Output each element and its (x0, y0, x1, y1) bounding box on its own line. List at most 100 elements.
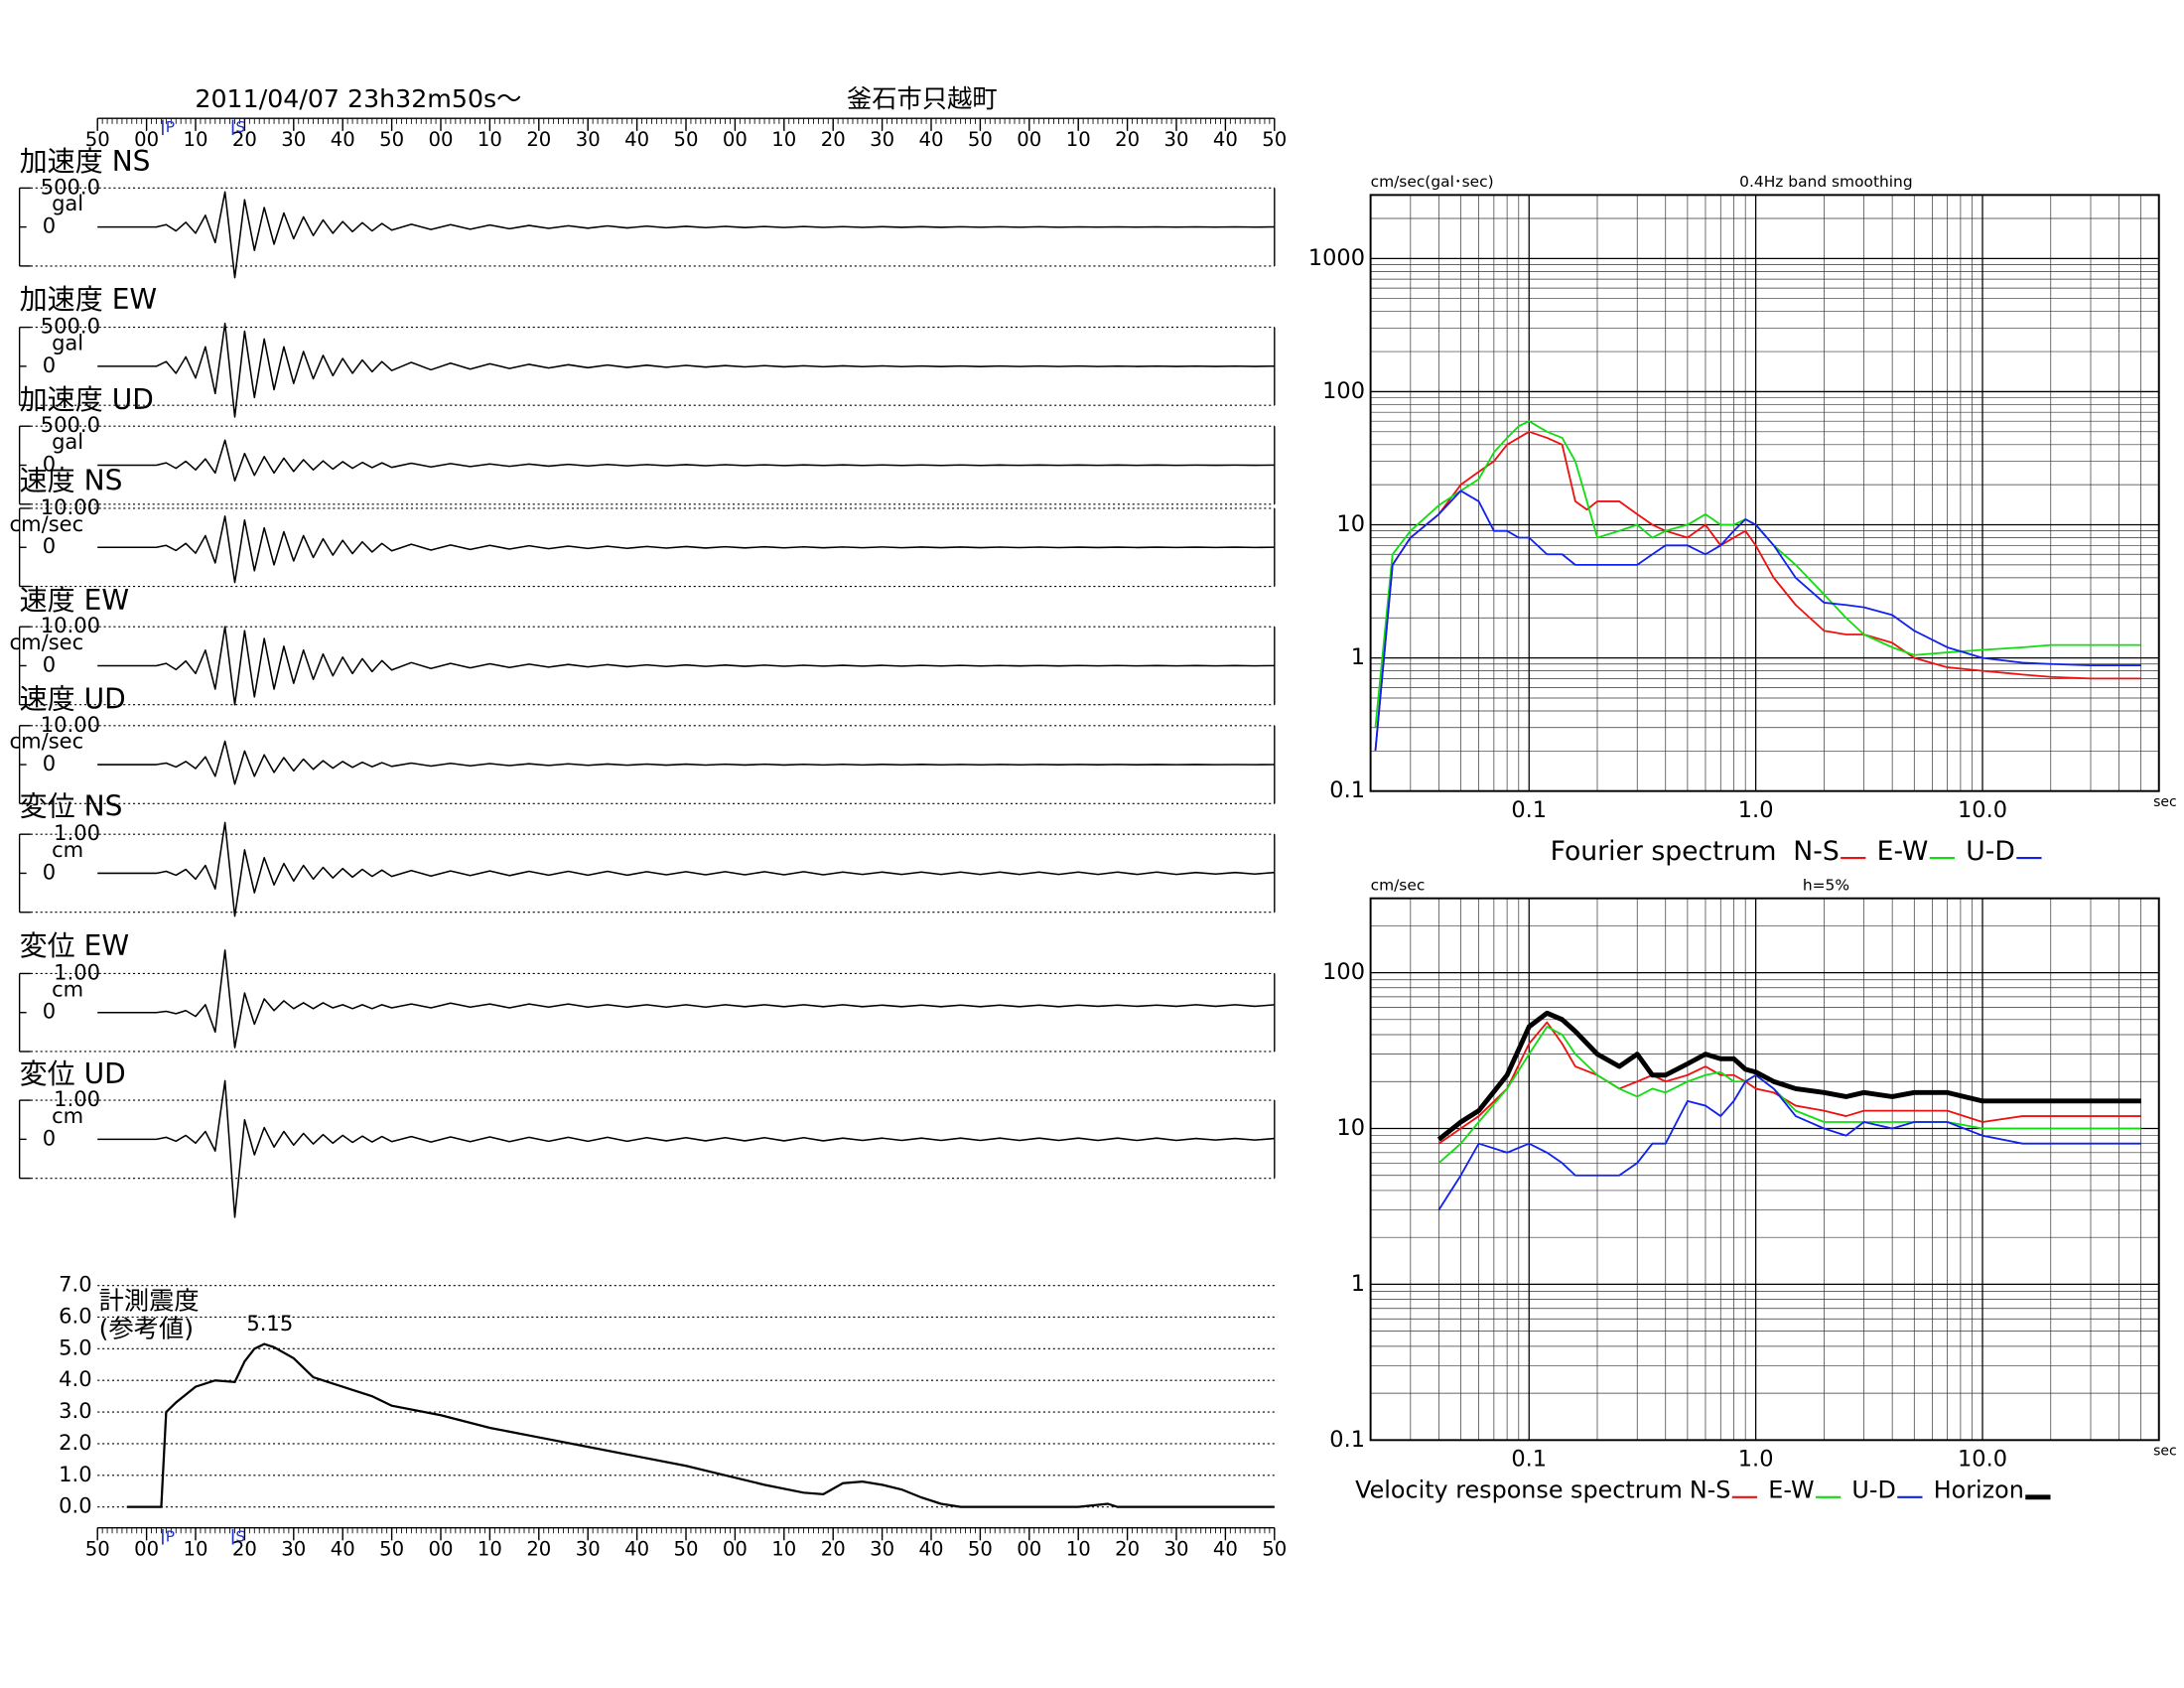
chart-subtitle: h=5% (1803, 877, 1849, 895)
plot-frame (1369, 194, 2160, 792)
y-tick-label: 1 (1351, 1271, 1365, 1297)
time-tick-label: 10 (184, 128, 208, 151)
unit-label: gal (52, 330, 83, 354)
scale-label: 10.00 (41, 494, 100, 519)
scale-label: 10.00 (41, 712, 100, 737)
plot-frame (1369, 897, 2160, 1442)
time-tick-label: 50 (968, 128, 993, 151)
time-tick-label: 50 (379, 128, 404, 151)
legend-label: N-S (1793, 836, 1839, 867)
unit-label: cm/sec (10, 511, 84, 536)
time-tick-label: 00 (723, 1538, 748, 1561)
x-tick-label: 0.1 (1511, 1446, 1547, 1472)
y-axis-label: cm/sec (1371, 877, 1426, 895)
waveform-trace (97, 740, 1275, 785)
time-tick-label: 50 (1262, 1538, 1287, 1561)
record-time: 2011/04/07 23h32m50s～ (195, 84, 521, 113)
trace-name: 加速度 UD (20, 383, 154, 416)
time-tick-label: 00 (134, 128, 159, 151)
legend-label: Horizon (1934, 1477, 2024, 1504)
y-tick-label: 10 (1336, 511, 1365, 537)
time-tick-label: 50 (85, 1538, 110, 1561)
location: 釜石市只越町 (847, 84, 998, 113)
legend-title: Velocity response spectrum (1355, 1477, 1683, 1504)
y-tick-label: 6.0 (59, 1303, 91, 1328)
time-tick-label: 40 (1213, 128, 1238, 151)
time-tick-label: 50 (1262, 128, 1287, 151)
time-tick-label: 40 (624, 128, 649, 151)
scale-label: 1.00 (54, 1086, 100, 1111)
time-tick-label: 30 (576, 1538, 601, 1561)
x-tick-label: 10.0 (1958, 797, 2007, 823)
waveform-trace (97, 1079, 1275, 1218)
x-tick-label: 10.0 (1958, 1446, 2007, 1472)
waveform-trace (97, 191, 1275, 279)
scale-label: 1.00 (54, 820, 100, 845)
chart-subtitle: 0.4Hz band smoothing (1739, 173, 1912, 191)
time-tick-label: 00 (429, 1538, 454, 1561)
y-tick-label: 0.1 (1329, 1427, 1365, 1453)
trace-name: 変位 EW (20, 929, 129, 962)
y-tick-label: 2.0 (59, 1430, 91, 1455)
time-tick-label: 10 (1066, 1538, 1091, 1561)
y-tick-label: 3.0 (59, 1398, 91, 1423)
time-tick-label: 20 (526, 128, 551, 151)
peak-annotation: 5.15 (246, 1311, 293, 1336)
y-tick-label: 10 (1336, 1115, 1365, 1141)
y-axis-label: cm/sec(gal･sec) (1371, 173, 1494, 191)
time-tick-label: 00 (429, 128, 454, 151)
waveform-trace (97, 439, 1275, 482)
legend-label: U-D (1966, 836, 2015, 867)
time-tick-label: 00 (1017, 128, 1041, 151)
phase-label: P (166, 1527, 175, 1545)
x-tick-label: 1.0 (1738, 797, 1774, 823)
waveform-trace (97, 515, 1275, 584)
zero-label: 0 (43, 751, 56, 775)
time-tick-label: 30 (1164, 1538, 1189, 1561)
zero-label: 0 (43, 533, 56, 558)
time-tick-label: 30 (870, 128, 894, 151)
zero-label: 0 (43, 999, 56, 1024)
time-tick-label: 20 (1115, 1538, 1140, 1561)
trace-name: 加速度 EW (20, 283, 158, 316)
time-tick-label: 10 (184, 1538, 208, 1561)
unit-label: gal (52, 191, 83, 215)
legend-label: U-D (1851, 1477, 1895, 1504)
legend-label: E-W (1877, 836, 1929, 867)
trace-name: 速度 EW (20, 584, 129, 617)
trace-name: 速度 NS (20, 464, 123, 496)
x-tick-label: 0.1 (1511, 797, 1547, 823)
time-tick-label: 20 (526, 1538, 551, 1561)
unit-label: cm (52, 976, 83, 1001)
time-tick-label: 40 (1213, 1538, 1238, 1561)
time-tick-label: 50 (968, 1538, 993, 1561)
unit-label: cm/sec (10, 630, 84, 654)
legend-title: Fourier spectrum (1551, 836, 1777, 867)
x-tick-label: 1.0 (1738, 1446, 1774, 1472)
time-tick-label: 50 (379, 1538, 404, 1561)
scale-label: 10.00 (41, 613, 100, 637)
phase-label: S (235, 118, 245, 136)
time-tick-label: 40 (919, 128, 944, 151)
time-tick-label: 00 (1017, 1538, 1041, 1561)
time-tick-label: 40 (624, 1538, 649, 1561)
time-tick-label: 50 (674, 128, 699, 151)
time-tick-label: 10 (478, 1538, 502, 1561)
zero-label: 0 (43, 651, 56, 676)
y-tick-label: 5.0 (59, 1335, 91, 1359)
trace-name: 変位 UD (20, 1057, 126, 1090)
y-tick-label: 0.0 (59, 1493, 91, 1518)
spectrum-line (1437, 1073, 2141, 1211)
waveform-trace (97, 626, 1275, 706)
scale-label: 500.0 (41, 314, 100, 339)
time-tick-label: 50 (85, 128, 110, 151)
unit-label: cm/sec (10, 729, 84, 754)
phase-label: S (235, 1527, 245, 1545)
time-tick-label: 30 (1164, 128, 1189, 151)
time-tick-label: 40 (331, 128, 355, 151)
y-tick-label: 4.0 (59, 1366, 91, 1391)
